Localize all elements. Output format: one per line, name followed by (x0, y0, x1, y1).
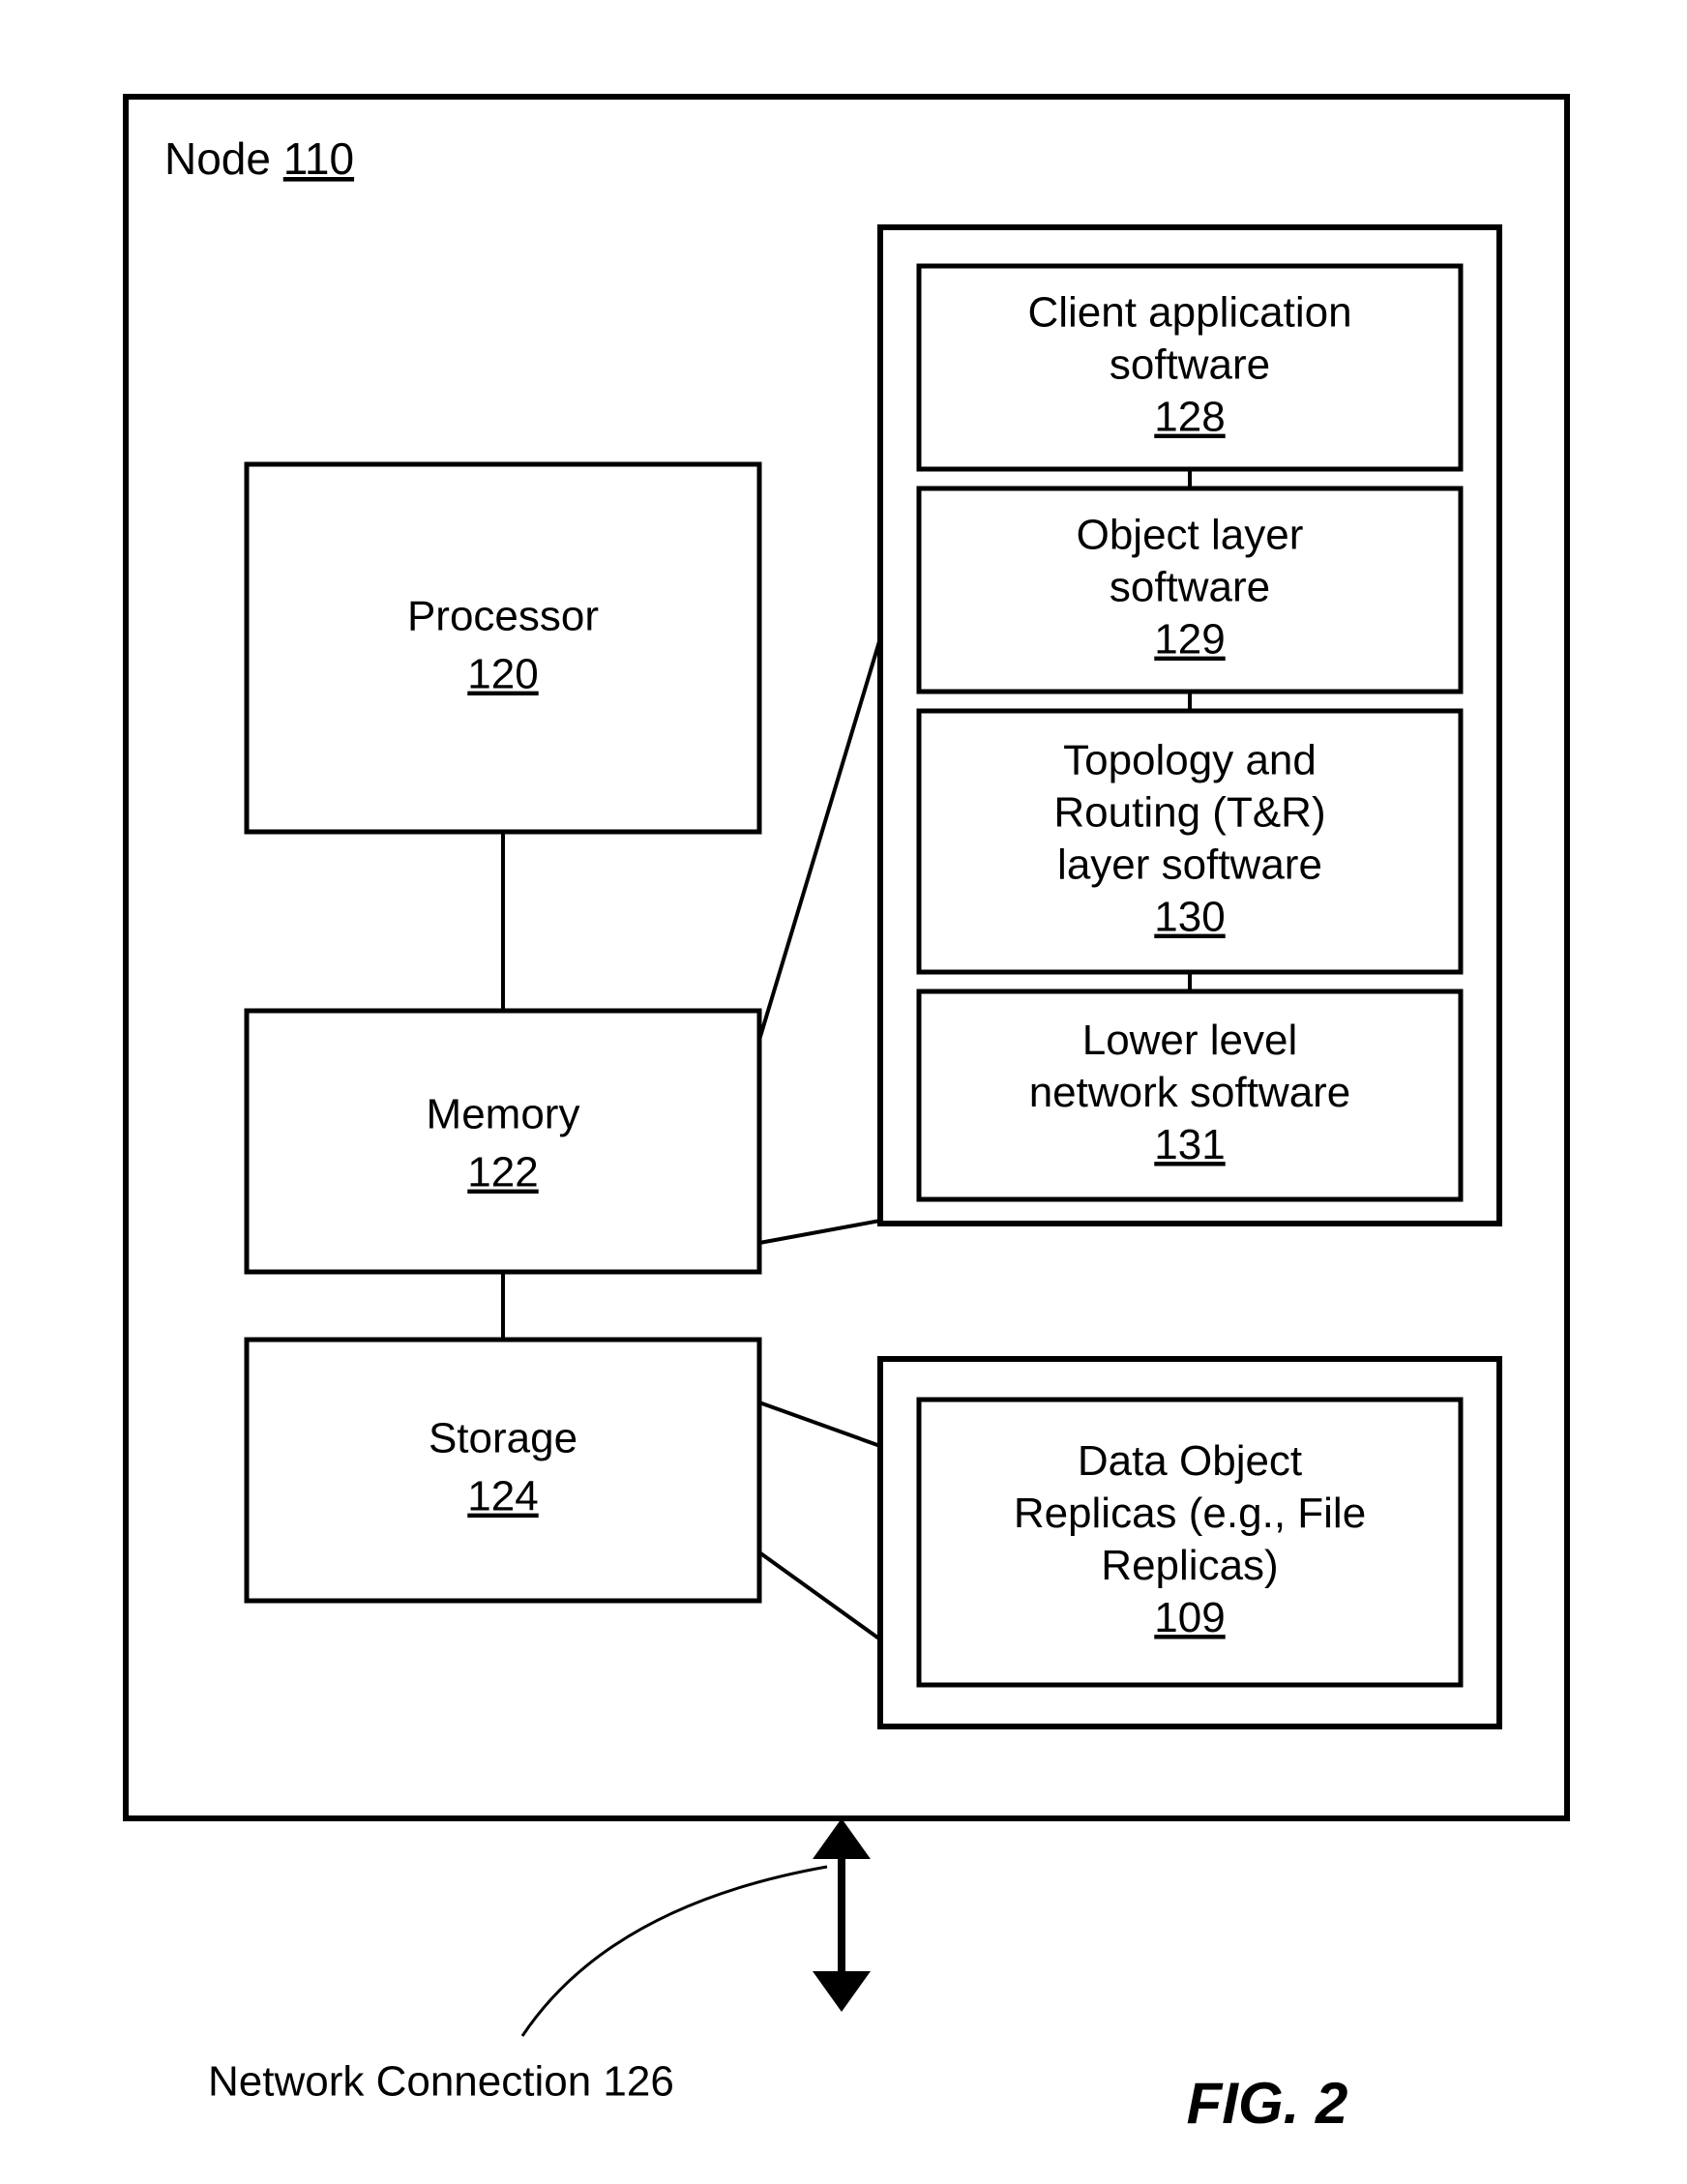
object-layer-num: 129 (1154, 616, 1225, 664)
data-object-num: 109 (1154, 1594, 1225, 1641)
node-label: Node 110 (164, 133, 354, 184)
memory-label: Memory (427, 1091, 580, 1138)
client-app-num: 128 (1154, 394, 1225, 441)
memory-num: 122 (467, 1149, 538, 1196)
processor-label: Processor (407, 593, 599, 640)
data-object-l2: Replicas (e.g., File (1014, 1490, 1366, 1537)
network-arrow-head-down (813, 1971, 871, 2012)
lower-net-num: 131 (1154, 1121, 1225, 1168)
storage-num: 124 (467, 1473, 538, 1520)
data-object-l1: Data Object (1078, 1437, 1302, 1485)
tr-layer-num: 130 (1154, 894, 1225, 941)
storage-box (247, 1340, 759, 1601)
processor-num: 120 (467, 651, 538, 698)
memory-box (247, 1011, 759, 1272)
lower-net-l1: Lower level (1082, 1017, 1298, 1064)
data-object-l3: Replicas) (1101, 1542, 1278, 1589)
network-connection-label: Network Connection 126 (208, 2058, 674, 2106)
processor-box (247, 464, 759, 832)
diagram-canvas: Node 110 Processor 120 Memory 122 Storage 124 C… (0, 0, 1687, 2184)
lower-net-l2: network software (1029, 1069, 1351, 1116)
tr-layer-l2: Routing (T&R) (1053, 789, 1325, 837)
client-app-l2: software (1110, 341, 1270, 389)
figure-label: FIG. 2 (1187, 2071, 1348, 2136)
client-app-l1: Client application (1027, 289, 1351, 337)
object-layer-l2: software (1110, 564, 1270, 611)
network-leader (522, 1867, 827, 2036)
tr-layer-l3: layer software (1057, 841, 1322, 889)
object-layer-l1: Object layer (1077, 512, 1304, 559)
tr-layer-l1: Topology and (1063, 737, 1317, 784)
storage-label: Storage (429, 1415, 577, 1462)
network-arrow-head-up (813, 1818, 871, 1859)
